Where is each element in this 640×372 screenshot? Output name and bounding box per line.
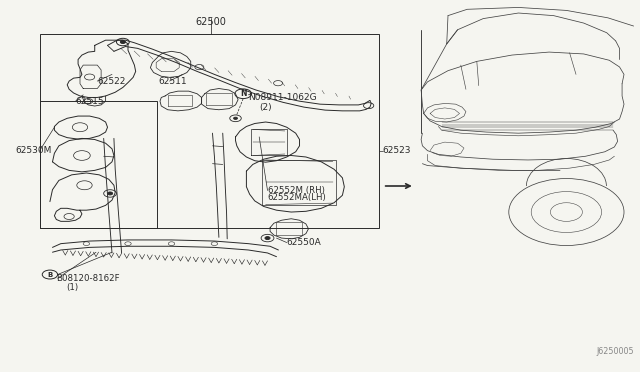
Circle shape xyxy=(108,192,113,195)
Text: 62515: 62515 xyxy=(76,97,104,106)
Bar xyxy=(40,101,157,228)
Text: 62500: 62500 xyxy=(196,17,227,27)
Text: N: N xyxy=(240,89,246,98)
Text: 62552M (RH): 62552M (RH) xyxy=(268,186,324,195)
Text: (2): (2) xyxy=(259,103,272,112)
Text: N08911-1062G: N08911-1062G xyxy=(248,93,317,102)
Text: 62511: 62511 xyxy=(159,77,188,86)
Text: B: B xyxy=(47,272,52,278)
Text: (1): (1) xyxy=(66,283,78,292)
Text: 62552MA(LH): 62552MA(LH) xyxy=(268,193,326,202)
Text: J6250005: J6250005 xyxy=(596,347,634,356)
Circle shape xyxy=(234,117,237,119)
Bar xyxy=(40,34,379,228)
Text: 62522: 62522 xyxy=(97,77,125,86)
Text: 62550A: 62550A xyxy=(287,238,321,247)
Text: 62523: 62523 xyxy=(383,146,412,155)
Circle shape xyxy=(265,237,270,240)
Text: 62530M: 62530M xyxy=(15,146,52,155)
Text: B08120-8162F: B08120-8162F xyxy=(56,274,120,283)
Circle shape xyxy=(120,41,125,44)
